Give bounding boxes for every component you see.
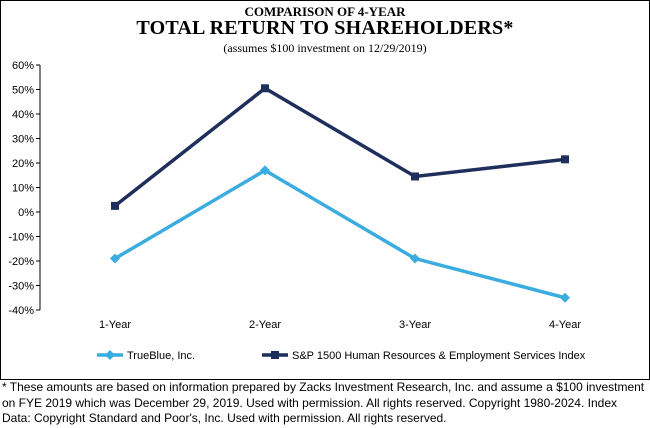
chart-title: TOTAL RETURN TO SHAREHOLDERS* — [136, 17, 514, 39]
data-point-marker — [561, 155, 569, 164]
y-tick-label: 60% — [12, 60, 34, 72]
legend-label: TrueBlue, Inc. — [127, 350, 195, 362]
y-tick-label: 0% — [18, 207, 34, 219]
data-point-marker — [560, 292, 570, 303]
y-tick-label: 40% — [12, 109, 34, 121]
chart-super-title: COMPARISON OF 4-YEAR — [244, 4, 406, 19]
data-point-marker — [261, 84, 269, 93]
y-tick-label: 30% — [12, 134, 34, 146]
footnote: * These amounts are based on information… — [2, 380, 645, 425]
y-tick-label: 20% — [12, 158, 34, 170]
y-tick-label: 10% — [12, 183, 34, 195]
data-point-marker — [411, 172, 419, 181]
legend-marker — [105, 350, 115, 360]
y-tick-label: -30% — [8, 281, 34, 293]
line-chart: 60% 50% 40% 30% 20% 10% 0% -10% -20% -30% -40% 1-Ye… — [8, 60, 586, 362]
series-line — [114, 168, 566, 300]
y-tick-label: -10% — [8, 232, 34, 244]
chart-subtitle: (assumes $100 investment on 12/29/2019) — [223, 41, 427, 55]
data-point-marker — [111, 201, 119, 210]
x-tick-label: 4-Year — [549, 319, 581, 331]
legend-label: S&P 1500 Human Resources & Employment Se… — [292, 350, 586, 362]
x-tick-label: 3-Year — [399, 319, 431, 331]
x-tick-label: 1-Year — [99, 319, 131, 331]
series-line — [113, 86, 566, 208]
data-point-marker — [110, 253, 120, 264]
y-tick-label: -20% — [8, 256, 34, 268]
y-tick-label: 50% — [12, 85, 34, 97]
data-point-marker — [260, 165, 270, 176]
x-tick-label: 2-Year — [249, 319, 281, 331]
legend-marker — [271, 351, 279, 359]
data-point-marker — [410, 253, 420, 264]
y-tick-label: -40% — [8, 305, 34, 317]
